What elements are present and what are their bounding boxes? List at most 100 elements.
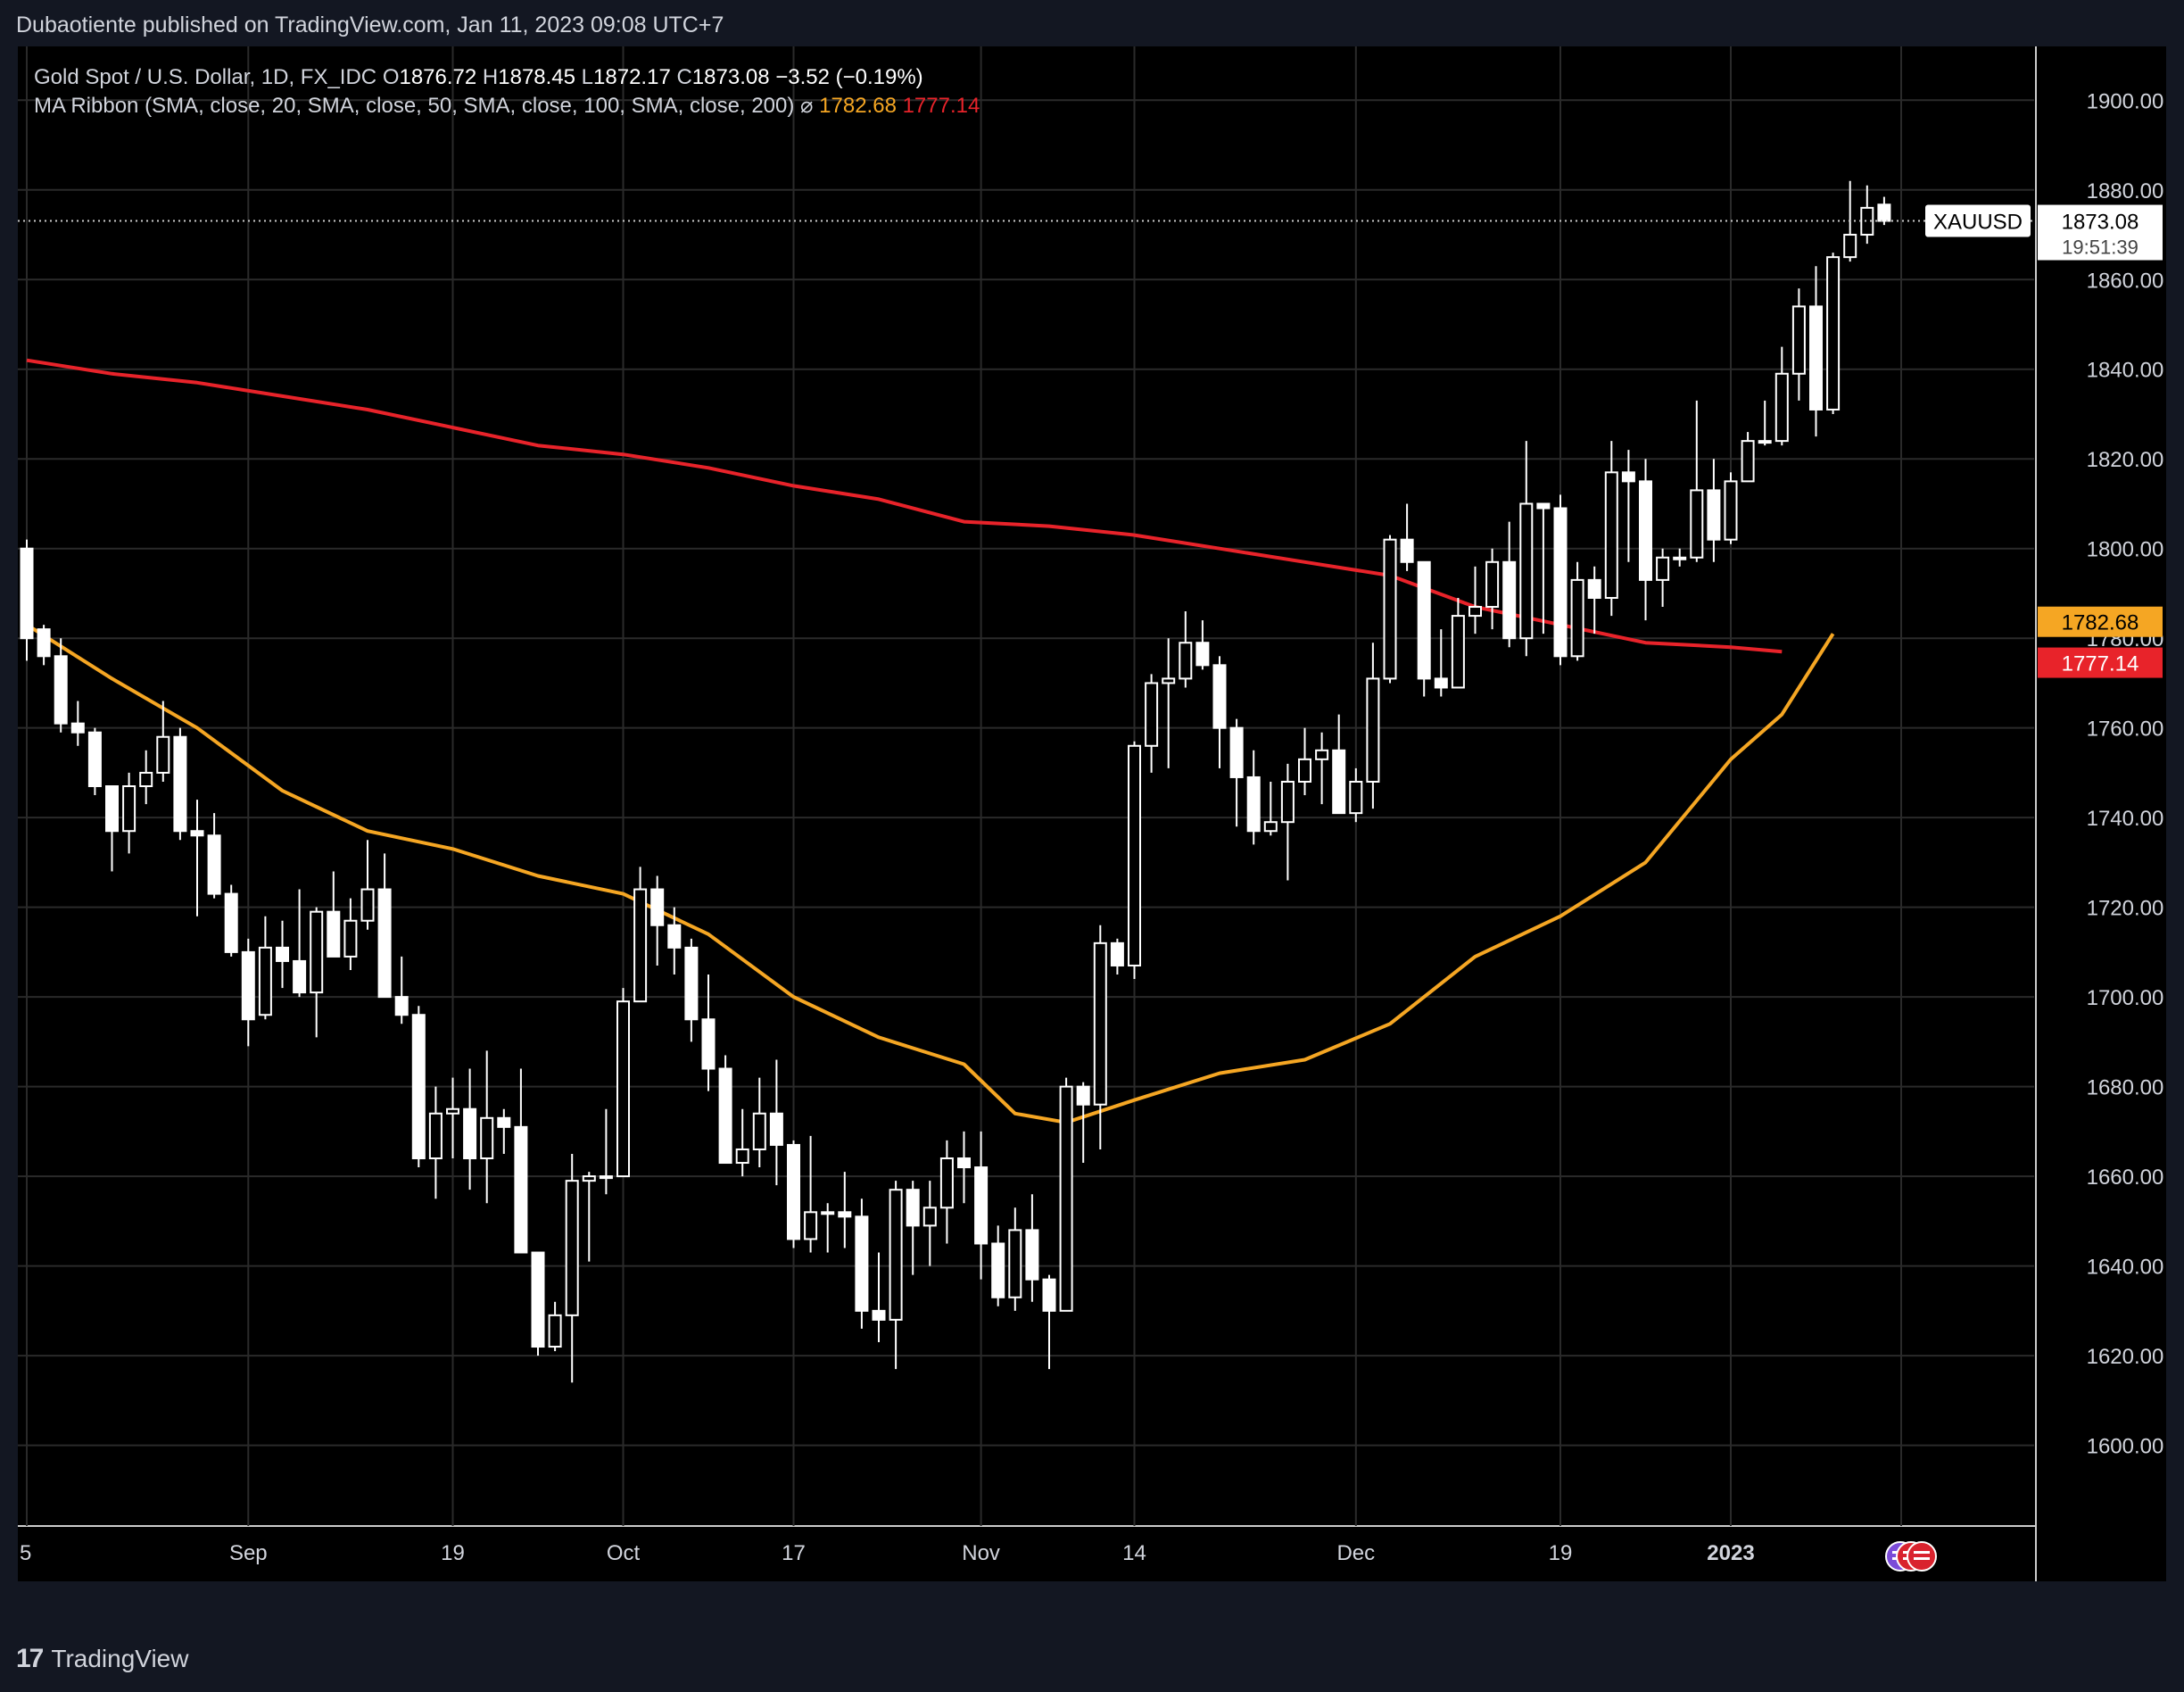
candle-body — [514, 1125, 528, 1254]
candle-body — [1485, 560, 1500, 609]
candle-body — [87, 731, 102, 788]
candle-body — [1162, 677, 1176, 684]
candle-body — [1076, 1085, 1090, 1106]
candle-body — [1758, 440, 1772, 444]
candle-body — [1587, 578, 1601, 599]
candle-body — [1553, 507, 1568, 658]
candle-body — [1502, 560, 1517, 640]
candle-body — [1195, 642, 1210, 667]
candle-body — [428, 1112, 443, 1160]
candle-body — [1212, 664, 1227, 729]
economic-events[interactable] — [1885, 1541, 1937, 1572]
candle-body — [394, 996, 409, 1016]
y-tick-label: 1600.00 — [2087, 1435, 2164, 1459]
bar-countdown: 19:51:39 — [2062, 236, 2138, 259]
chart-area[interactable]: 1600.00 1620.00 1640.00 1660.00 1680.00 1700.… — [18, 46, 2166, 1581]
candle-body — [1059, 1085, 1073, 1312]
candle-body — [446, 1107, 459, 1115]
y-tick-label: 1820.00 — [2087, 448, 2164, 472]
candle-body — [1860, 206, 1874, 236]
candle-body — [889, 1189, 903, 1321]
y-tick-label: 1700.00 — [2087, 986, 2164, 1010]
last-price-tag — [2038, 204, 2163, 261]
candle-body — [855, 1215, 869, 1312]
y-tick-label: 1680.00 — [2087, 1076, 2164, 1100]
candle-body — [1468, 606, 1482, 618]
candle-body — [360, 888, 375, 922]
time-axis[interactable]: 5Sep19Oct17Nov14Dec19202316 — [20, 1541, 1913, 1565]
brand-name: TradingView — [51, 1645, 189, 1672]
ma1-price-label: 1782.68 — [2062, 611, 2139, 635]
candle-body — [548, 1314, 562, 1348]
candle-body — [769, 1112, 783, 1146]
candle-body — [1110, 941, 1124, 966]
candle-body — [1826, 256, 1841, 411]
symbol-tag — [1925, 204, 2031, 237]
candle-body — [1791, 305, 1806, 375]
y-tick-label: 1660.00 — [2087, 1165, 2164, 1190]
candle-body — [1025, 1229, 1039, 1281]
candle-body — [276, 946, 289, 962]
candle-body — [1332, 749, 1346, 815]
candle-body — [633, 888, 648, 1003]
candle-body — [1400, 538, 1414, 563]
x-tick-label: Dec — [1336, 1541, 1375, 1565]
candle-body — [1570, 578, 1584, 658]
candle-body — [463, 1107, 477, 1160]
price-axis[interactable]: 1600.00 1620.00 1640.00 1660.00 1680.00 1700.… — [2087, 89, 2164, 1458]
ma-line — [25, 623, 1835, 1124]
candle-body — [1536, 502, 1551, 510]
candle-body — [70, 722, 85, 734]
candle-body — [1315, 749, 1329, 760]
y-tick-label: 1860.00 — [2087, 269, 2164, 293]
y-tick-label: 1720.00 — [2087, 897, 2164, 921]
y-tick-label: 1900.00 — [2087, 89, 2164, 113]
x-tick-label: Sep — [229, 1541, 268, 1565]
us-flag-event-icon[interactable] — [1907, 1541, 1937, 1572]
candle-body — [565, 1180, 579, 1316]
candle-body — [939, 1157, 954, 1209]
candle-body — [1145, 682, 1159, 747]
candle-body — [258, 946, 272, 1016]
candle-body — [991, 1242, 1005, 1298]
candle-body — [1707, 489, 1721, 541]
candle-body — [1604, 471, 1618, 599]
grid — [18, 46, 2037, 1581]
ma-line — [26, 358, 1783, 654]
symbol-legend: Gold Spot / U.S. Dollar, 1D, FX_IDC O187… — [34, 65, 923, 89]
candle-body — [1383, 538, 1397, 680]
candle-body — [922, 1207, 937, 1227]
candle-body — [650, 888, 665, 926]
candle-body — [1621, 471, 1635, 483]
candle-body — [718, 1067, 732, 1165]
last-price-value: 1873.08 — [2062, 211, 2139, 235]
candle-body — [105, 785, 119, 833]
candle-body — [872, 1309, 886, 1321]
candle-body — [156, 735, 170, 774]
x-tick-label: 19 — [441, 1541, 465, 1565]
ma-ribbon-legend: MA Ribbon (SMA, close, 20, SMA, close, 5… — [34, 94, 980, 118]
candle-body — [190, 830, 204, 837]
candle-body — [531, 1251, 545, 1348]
candle-body — [1179, 642, 1193, 680]
flag-stripe — [1914, 1551, 1930, 1554]
candle-body — [411, 1014, 426, 1160]
candle-body — [616, 1000, 630, 1178]
candlestick-chart[interactable]: 1600.00 1620.00 1640.00 1660.00 1680.00 1700.… — [18, 46, 2166, 1581]
candles — [20, 180, 1891, 1383]
candle-body — [122, 785, 136, 833]
candle-body — [1246, 776, 1261, 833]
event-icon-circle — [1907, 1541, 1937, 1572]
y-tick-label: 1620.00 — [2087, 1345, 2164, 1369]
y-tick-label: 1840.00 — [2087, 359, 2164, 383]
candle-body — [1639, 480, 1652, 581]
candle-body — [787, 1143, 800, 1240]
tradingview-logo-icon[interactable]: 17 — [16, 1644, 44, 1673]
flag-stripe — [1914, 1557, 1930, 1560]
x-tick-label: 14 — [1122, 1541, 1146, 1565]
candle-body — [1042, 1278, 1056, 1312]
candle-body — [1128, 744, 1141, 966]
candle-body — [1673, 556, 1687, 560]
candle-body — [1280, 780, 1295, 824]
candle-body — [207, 834, 221, 895]
